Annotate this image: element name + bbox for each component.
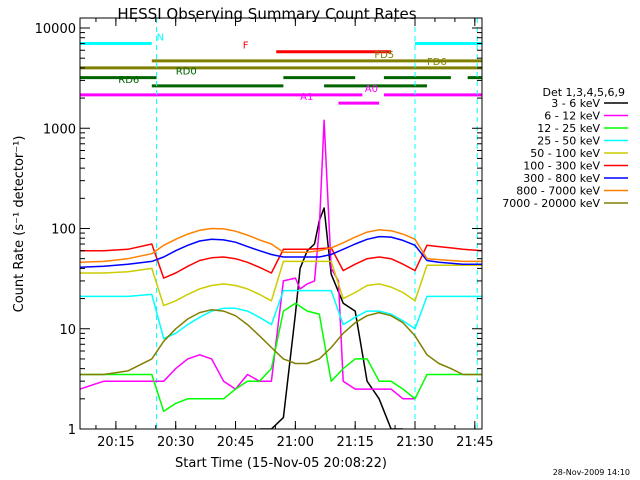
series-line [80,243,482,279]
flag-bar-label: A0 [365,84,378,95]
series-line [80,119,415,400]
flag-bar-label: FD5 [374,50,394,61]
flag-bar-label: RD0 [176,67,197,78]
y-tick-label: 1 [68,423,76,438]
x-tick-label: 20:45 [217,435,254,450]
series-line [80,260,482,307]
series-line [80,308,482,376]
series-line [80,289,482,340]
x-tick-label: 20:15 [97,435,134,450]
series-lines [80,119,482,429]
instrument-flag-bars: N F FD5 FD6 RD0 RD6 A0 A1 [80,33,482,105]
legend-entry-label: 100 - 300 keV [523,160,600,173]
legend-entry-label: 25 - 50 keV [537,135,600,148]
x-tick-label: 21:15 [336,435,373,450]
chart-title: HESSI Observing Summary Count Rates [117,5,416,23]
series-line [80,235,482,269]
x-axis-ticks: 20:15 20:30 20:45 21:00 21:15 21:30 21:45 [95,18,494,450]
x-tick-label: 20:30 [157,435,194,450]
legend-entry-label: 12 - 25 keV [537,122,600,135]
legend-entry-label: 50 - 100 keV [530,147,600,160]
flag-bar-label: N [157,33,164,44]
x-tick-label: 21:00 [277,435,314,450]
legend-entry-label: 3 - 6 keV [551,97,600,110]
y-axis-label: Count Rate (s⁻¹ detector⁻¹) [12,136,27,313]
flag-bar-label: A1 [300,92,313,103]
plot-frame [79,17,483,430]
flag-bar-label: FD6 [427,57,447,68]
x-tick-label: 21:30 [396,435,433,450]
series-line [259,207,403,429]
legend-entry-label: 800 - 7000 keV [516,185,600,198]
legend-entry-label: 6 - 12 keV [544,110,600,123]
timestamp-label: 28-Nov-2009 14:10 [553,468,630,477]
y-tick-label: 100 [51,223,76,238]
flag-bar-label: F [243,41,249,52]
legend-entry-label: 300 - 800 keV [523,172,600,185]
legend-title: Det 1,3,4,5,6,9 [542,86,625,99]
series-line [80,302,482,413]
y-tick-label: 10000 [35,22,76,37]
legend-entry-label: 7000 - 20000 keV [502,197,600,210]
series-line [80,227,482,264]
y-axis-ticks: 1 10 100 1000 10000 [35,22,482,438]
y-tick-label: 1000 [43,122,76,137]
x-axis-label: Start Time (15-Nov-05 20:08:22) [175,456,387,471]
flag-bar-label: RD6 [118,75,139,86]
y-tick-label: 10 [59,323,76,338]
x-tick-label: 21:45 [456,435,493,450]
